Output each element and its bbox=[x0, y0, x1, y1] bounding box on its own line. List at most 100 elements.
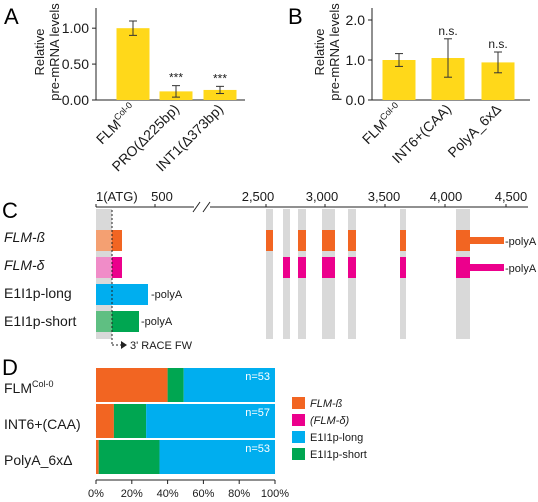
exon-flm-delta-4 bbox=[322, 257, 335, 278]
panel-a: A Relative pre-mRNA levels 0.000.501.00 … bbox=[4, 3, 245, 174]
exon-flm-delta-3 bbox=[298, 257, 306, 278]
stacked-segment bbox=[96, 368, 168, 402]
panel-a-ytick-label: 1.00 bbox=[62, 20, 89, 36]
exon-flm-delta-2 bbox=[283, 257, 290, 278]
primer-label: 3' RACE FW bbox=[130, 340, 193, 352]
panel-b-xtick-label: FLMCol-0 bbox=[358, 100, 405, 147]
panel-b-xtick-label: INT6+(CAA) bbox=[389, 101, 454, 166]
axis-break-mark-2 bbox=[202, 201, 211, 213]
axis-label-4000: 4,000 bbox=[430, 189, 463, 204]
panel-b-ytick-label: 0.0 bbox=[346, 92, 366, 108]
stacked-segment bbox=[96, 440, 99, 474]
exon-flm-beta-1a bbox=[96, 230, 112, 251]
polya-label-e1i1p-short: -polyA bbox=[141, 316, 173, 328]
transcript-e1i1p-short-a bbox=[96, 311, 112, 332]
n-label: n=53 bbox=[245, 443, 270, 455]
legend-label-e1i1p-long: E1I1p-long bbox=[310, 432, 363, 444]
exon-flm-delta-5 bbox=[348, 257, 356, 278]
panel-b-xtick-sup: Col-0 bbox=[378, 100, 400, 122]
track-flm-beta: FLM-ß -polyA bbox=[4, 229, 537, 251]
stacked-segment bbox=[98, 440, 160, 474]
track-label-flm-delta: FLM-δ bbox=[4, 257, 45, 273]
axis-label-2500: 2,500 bbox=[242, 189, 275, 204]
row-label-flm-col0: FLMCol-0 bbox=[4, 379, 54, 396]
panel-b-ylabel-line1: Relative bbox=[312, 29, 327, 76]
legend-label-flm-beta: FLM-ß bbox=[310, 398, 343, 410]
panel-d-legend: FLM-ß (FLM-δ) E1I1p-long E1I1p-short bbox=[292, 397, 367, 461]
panel-d-xticks: 0% 20% 40% 60% 80% 100% bbox=[88, 480, 289, 500]
track-label-flm-beta: FLM-ß bbox=[4, 229, 45, 245]
exon-flm-beta-3 bbox=[298, 230, 306, 251]
panel-b: B Relative pre-mRNA levels 0.0 1.0 2.0 n.s… bbox=[288, 3, 530, 166]
panel-d-xtick-label: 0% bbox=[88, 488, 104, 500]
axis-break-mark-1 bbox=[192, 201, 201, 213]
legend-label-flm-delta: (FLM-δ) bbox=[310, 415, 349, 427]
exon-flm-delta-1b bbox=[112, 257, 122, 278]
axis-label-3500: 3,500 bbox=[368, 189, 401, 204]
panel-b-xtick-main: INT6+(CAA) bbox=[389, 101, 454, 166]
stacked-segment bbox=[146, 404, 275, 438]
polya-label-flm-beta: -polyA bbox=[505, 236, 537, 248]
n-label: n=53 bbox=[245, 371, 270, 383]
track-e1i1p-long: E1I1p-long -polyA bbox=[4, 284, 183, 305]
exon-flm-delta-6 bbox=[400, 257, 406, 278]
panel-a-ylabel-line2: pre-mRNA levels bbox=[47, 3, 62, 101]
panel-a-significance-label: *** bbox=[213, 71, 227, 85]
panel-d-xtick-label: 80% bbox=[228, 488, 250, 500]
panel-letter-c: C bbox=[2, 198, 18, 223]
utr-flm-delta bbox=[470, 264, 504, 271]
panel-a-bar bbox=[116, 28, 150, 101]
track-label-e1i1p-short: E1I1p-short bbox=[4, 313, 76, 329]
panel-d: D FLMCol-0 INT6+(CAA) PolyA_6xΔ n=53 n=57… bbox=[2, 355, 367, 500]
axis-label-atg: 1(ATG) bbox=[96, 189, 138, 204]
transcript-e1i1p-long bbox=[96, 284, 148, 305]
panel-d-row-labels: FLMCol-0 INT6+(CAA) PolyA_6xΔ bbox=[4, 379, 81, 468]
exon-flm-delta-1a bbox=[96, 257, 112, 278]
primer-3race-fw: 3' RACE FW bbox=[111, 210, 193, 352]
legend-swatch-flm-delta bbox=[292, 414, 305, 426]
legend-swatch-e1i1p-short bbox=[292, 448, 305, 460]
transcript-e1i1p-short-b bbox=[112, 311, 139, 332]
panel-c: C 1(ATG) 500 2,500 3,000 3,500 4,000 4,5… bbox=[2, 189, 537, 352]
row-label-flm-main: FLM bbox=[4, 380, 32, 396]
row-label-int6: INT6+(CAA) bbox=[4, 416, 81, 432]
stacked-segment bbox=[183, 368, 275, 402]
panel-d-xtick-label: 100% bbox=[261, 488, 289, 500]
stacked-segment bbox=[96, 404, 114, 438]
panel-b-ytick-label: 1.0 bbox=[346, 52, 366, 68]
panel-a-yticks: 0.00 0.50 1.00 bbox=[62, 8, 245, 108]
panel-a-bar bbox=[203, 89, 237, 100]
panel-b-xtick-main: PolyA_6xΔ bbox=[444, 101, 504, 161]
legend-swatch-e1i1p-long bbox=[292, 431, 305, 443]
panel-d-bars bbox=[96, 368, 275, 474]
exon-flm-beta-2 bbox=[266, 230, 273, 251]
panel-d-xtick-label: 60% bbox=[192, 488, 214, 500]
panel-b-xtick-label: PolyA_6xΔ bbox=[444, 101, 504, 161]
panel-a-bars: *** *** bbox=[116, 20, 237, 101]
stacked-segment bbox=[113, 404, 147, 438]
panel-b-significance-label: n.s. bbox=[488, 37, 507, 51]
panel-b-ytick-label: 2.0 bbox=[346, 12, 366, 28]
exon-column-2 bbox=[266, 209, 273, 339]
panel-b-significance-label: n.s. bbox=[438, 24, 457, 38]
panel-letter-b: B bbox=[288, 4, 303, 29]
axis-label-3000: 3,000 bbox=[306, 189, 339, 204]
panel-letter-a: A bbox=[4, 4, 19, 29]
panel-a-ytick-label: 0.50 bbox=[62, 56, 89, 72]
row-label-flm-sup: Col-0 bbox=[32, 379, 54, 389]
utr-flm-beta bbox=[470, 237, 504, 244]
exon-flm-beta-1b bbox=[112, 230, 122, 251]
exon-flm-beta-5 bbox=[348, 230, 356, 251]
exon-flm-beta-6 bbox=[400, 230, 406, 251]
track-e1i1p-short: E1I1p-short -polyA bbox=[4, 311, 173, 332]
panel-d-xtick-label: 20% bbox=[121, 488, 143, 500]
primer-arrowhead-icon bbox=[121, 341, 127, 349]
panel-d-n-labels: n=53 n=57 n=53 bbox=[245, 371, 270, 455]
panel-a-significance-label: *** bbox=[169, 71, 183, 85]
row-label-polya: PolyA_6xΔ bbox=[4, 452, 73, 468]
track-flm-delta: FLM-δ -polyA bbox=[4, 257, 537, 278]
polya-label-flm-delta: -polyA bbox=[505, 263, 537, 275]
track-label-e1i1p-long: E1I1p-long bbox=[4, 285, 72, 301]
